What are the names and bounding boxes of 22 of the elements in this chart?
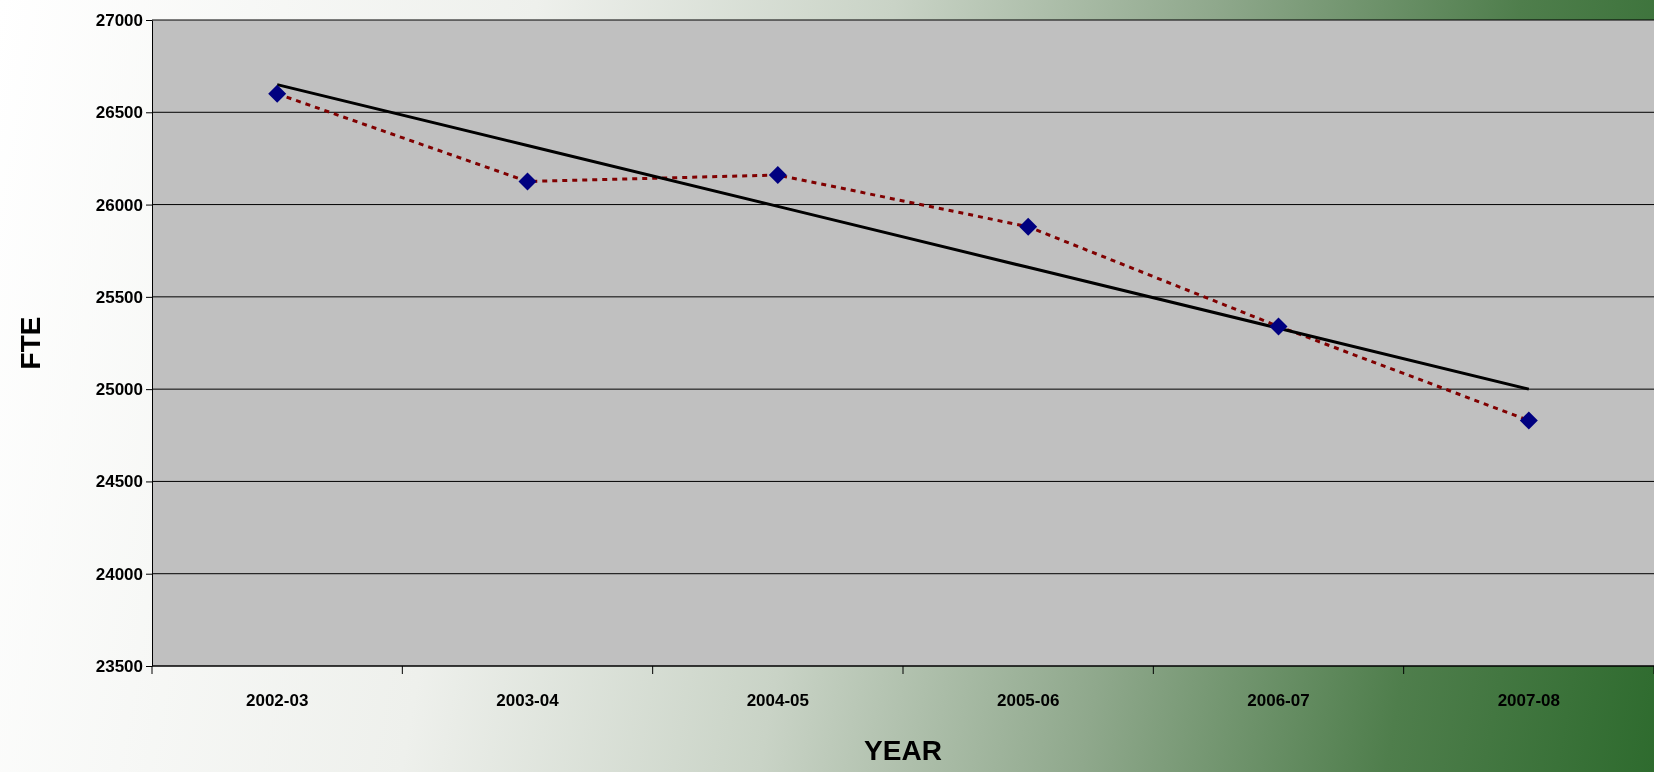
point <box>1519 411 1538 430</box>
x-tick-label: 2006-07 <box>1247 691 1310 710</box>
y-tick-label: 24000 <box>95 564 143 584</box>
y-tick-label: 27000 <box>95 10 143 30</box>
y-tick-label: 25500 <box>95 287 143 307</box>
point <box>518 172 537 191</box>
y-tick-label: 24500 <box>95 472 143 492</box>
point <box>268 84 287 103</box>
x-tick-label: 2004-05 <box>746 691 810 710</box>
x-tick-label: 2002-03 <box>245 691 309 710</box>
x-tick-label: 2007-08 <box>1497 691 1561 710</box>
x-axis-title: YEAR <box>864 735 942 766</box>
y-tick-label: 26000 <box>95 195 143 215</box>
x-tick-label: 2003-04 <box>496 691 560 710</box>
point <box>768 166 787 185</box>
x-tick-label: 2005-06 <box>996 691 1060 710</box>
point <box>1269 317 1288 336</box>
y-axis-title: FTE <box>15 316 46 370</box>
y-tick-label: 23500 <box>95 656 143 676</box>
y-tick-label: 26500 <box>95 103 143 123</box>
point <box>1019 217 1038 236</box>
y-tick-label: 25000 <box>95 380 143 400</box>
